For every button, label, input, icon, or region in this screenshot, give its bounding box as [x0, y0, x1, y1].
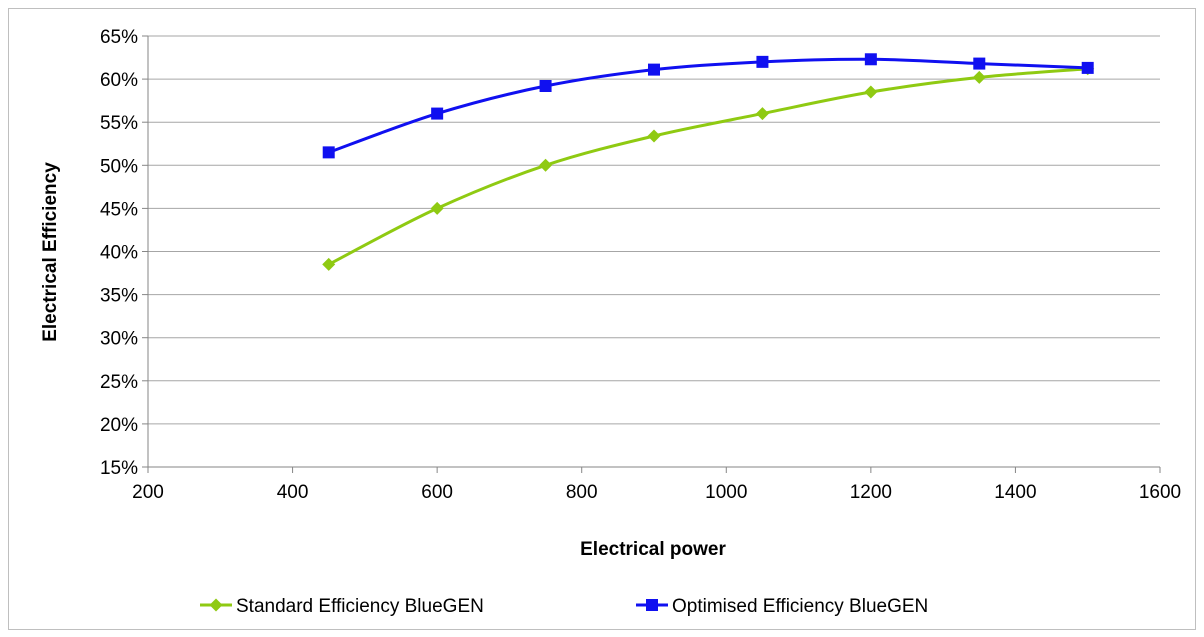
- legend-label: Optimised Efficiency BlueGEN: [672, 596, 928, 617]
- series-line: [328, 67, 1088, 266]
- y-tick-label: 65%: [100, 27, 138, 48]
- series-standard: [322, 62, 1095, 271]
- y-tick-label: 50%: [100, 156, 138, 177]
- data-point: [539, 158, 553, 172]
- data-point: [972, 70, 986, 84]
- x-tick-label: 1000: [705, 482, 747, 503]
- axes: [142, 35, 1161, 473]
- data-point: [539, 79, 552, 92]
- legend-marker: [209, 598, 223, 612]
- data-point: [648, 63, 660, 76]
- x-tick-label: 1400: [994, 482, 1036, 503]
- x-tick-label: 800: [566, 482, 598, 503]
- data-point: [755, 107, 769, 121]
- y-tick-label: 30%: [100, 329, 138, 350]
- y-tick-labels: 15% 20% 25% 30% 35% 40% 45% 50% 55% 60% 65%: [100, 27, 138, 479]
- legend-item: Standard Efficiency BlueGEN: [200, 596, 484, 617]
- x-tick-label: 600: [421, 482, 453, 503]
- y-tick-label: 20%: [100, 415, 138, 436]
- y-tick-label: 55%: [100, 113, 138, 134]
- x-tick-label: 400: [277, 482, 309, 503]
- y-tick-label: 15%: [100, 458, 138, 479]
- data-point: [756, 55, 769, 68]
- legend-item: Optimised Efficiency BlueGEN: [636, 596, 928, 617]
- y-tick-label: 25%: [100, 372, 138, 393]
- y-tick-label: 60%: [100, 70, 138, 91]
- legend-marker: [646, 599, 658, 611]
- data-point: [1081, 61, 1094, 74]
- data-point: [431, 107, 444, 120]
- data-point: [647, 129, 661, 143]
- series-optimised: [322, 53, 1094, 159]
- data-point: [322, 257, 336, 271]
- series-line: [328, 57, 1088, 154]
- y-tick-label: 45%: [100, 199, 138, 220]
- chart-frame: [8, 8, 1196, 630]
- data-point: [430, 201, 444, 215]
- legend: Standard Efficiency BlueGEN Optimised Eff…: [200, 596, 928, 617]
- x-axis-title: Electrical power: [580, 539, 726, 560]
- x-tick-label: 1600: [1139, 482, 1181, 503]
- data-point: [864, 53, 877, 66]
- data-point: [864, 85, 878, 99]
- data-point: [973, 57, 986, 70]
- x-tick-label: 200: [132, 482, 164, 503]
- y-tick-label: 40%: [100, 243, 138, 264]
- gridlines: [148, 35, 1160, 425]
- y-axis-title: Electrical Efficiency: [40, 162, 61, 342]
- x-tick-labels: 200 400 600 800 1000 1200 1400 1600: [132, 482, 1181, 503]
- series-layer: [322, 53, 1095, 271]
- legend-label: Standard Efficiency BlueGEN: [236, 596, 484, 617]
- x-tick-label: 1200: [850, 482, 892, 503]
- y-tick-label: 35%: [100, 286, 138, 307]
- data-point: [322, 146, 335, 159]
